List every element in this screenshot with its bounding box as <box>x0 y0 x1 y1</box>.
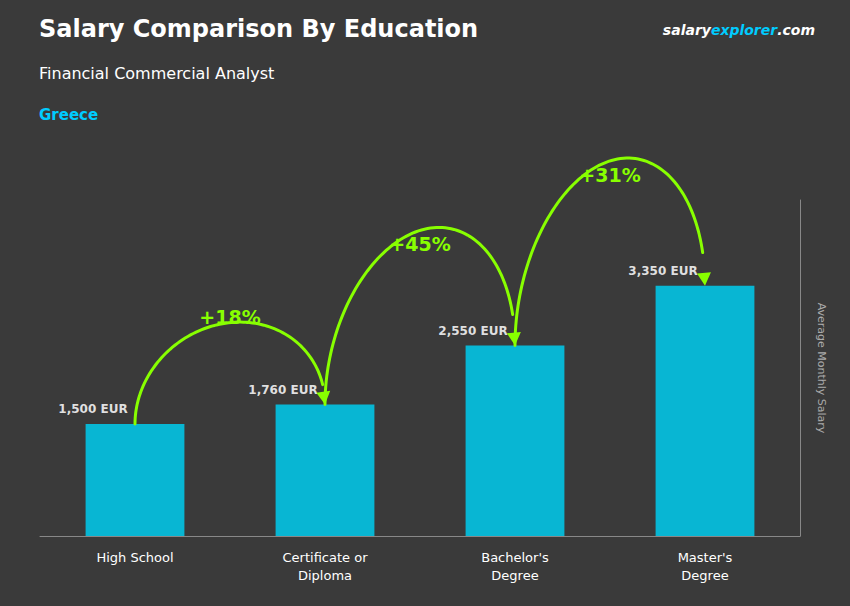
svg-text:High School: High School <box>96 550 173 565</box>
svg-text:salary: salary <box>663 22 712 38</box>
svg-text:+18%: +18% <box>199 306 260 328</box>
svg-text:Master's: Master's <box>678 550 733 565</box>
svg-text:explorer: explorer <box>711 22 778 38</box>
svg-text:Degree: Degree <box>681 568 728 583</box>
svg-text:Diploma: Diploma <box>298 568 352 583</box>
svg-text:Greece: Greece <box>39 106 98 124</box>
svg-text:Certificate or: Certificate or <box>283 550 369 565</box>
svg-text:+45%: +45% <box>389 233 450 255</box>
svg-text:Average Monthly Salary: Average Monthly Salary <box>815 303 828 434</box>
svg-text:.com: .com <box>777 22 815 38</box>
svg-text:1,760 EUR: 1,760 EUR <box>248 383 317 397</box>
svg-text:Degree: Degree <box>491 568 538 583</box>
svg-text:2,550 EUR: 2,550 EUR <box>438 324 507 338</box>
svg-text:Bachelor's: Bachelor's <box>481 550 549 565</box>
svg-text:1,500 EUR: 1,500 EUR <box>58 402 127 416</box>
svg-text:Salary Comparison By Education: Salary Comparison By Education <box>39 15 478 43</box>
svg-text:Financial Commercial Analyst: Financial Commercial Analyst <box>39 64 274 83</box>
svg-text:3,350 EUR: 3,350 EUR <box>628 264 697 278</box>
svg-text:+31%: +31% <box>579 164 640 186</box>
